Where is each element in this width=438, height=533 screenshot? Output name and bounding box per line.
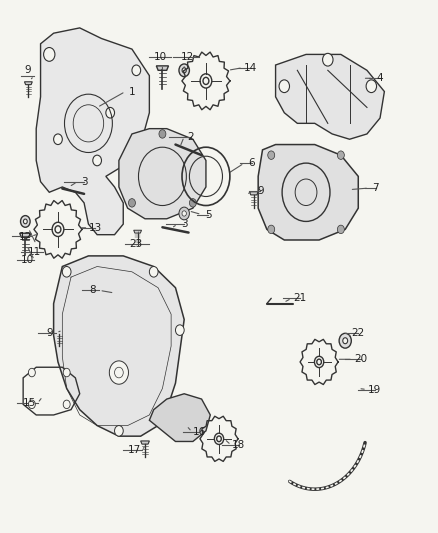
Text: 9: 9	[24, 66, 31, 75]
Circle shape	[23, 219, 27, 224]
Circle shape	[28, 368, 35, 377]
Circle shape	[268, 151, 275, 159]
Text: 10: 10	[21, 255, 34, 265]
Circle shape	[93, 155, 102, 166]
Circle shape	[179, 64, 189, 77]
Circle shape	[115, 425, 123, 436]
Polygon shape	[20, 233, 31, 237]
Circle shape	[189, 199, 196, 207]
Circle shape	[128, 199, 135, 207]
Circle shape	[339, 333, 351, 348]
Polygon shape	[258, 144, 358, 240]
Polygon shape	[119, 128, 206, 219]
Circle shape	[63, 400, 70, 409]
Circle shape	[63, 368, 70, 377]
Text: 12: 12	[19, 232, 32, 243]
Circle shape	[21, 216, 30, 227]
Text: 11: 11	[28, 247, 41, 257]
Text: 14: 14	[244, 63, 258, 72]
Circle shape	[132, 65, 141, 76]
Circle shape	[279, 80, 290, 93]
Polygon shape	[276, 54, 385, 139]
Text: 2: 2	[187, 132, 194, 142]
Text: 7: 7	[372, 183, 379, 193]
Circle shape	[115, 367, 123, 378]
Text: 21: 21	[293, 293, 306, 303]
Text: 6: 6	[248, 158, 255, 168]
Polygon shape	[141, 441, 149, 444]
Text: 4: 4	[377, 73, 383, 83]
Polygon shape	[250, 192, 258, 195]
Circle shape	[149, 266, 158, 277]
Text: 12: 12	[181, 52, 194, 61]
Text: 3: 3	[81, 176, 88, 187]
Circle shape	[337, 225, 344, 233]
Polygon shape	[134, 230, 141, 233]
Text: 22: 22	[352, 328, 365, 338]
Text: 9: 9	[46, 328, 53, 338]
Circle shape	[182, 68, 186, 73]
Polygon shape	[53, 256, 184, 436]
Circle shape	[268, 225, 275, 233]
Circle shape	[62, 266, 71, 277]
Polygon shape	[149, 394, 210, 441]
Circle shape	[337, 151, 344, 159]
Text: 15: 15	[23, 398, 36, 408]
Text: 10: 10	[154, 52, 167, 62]
Text: 17: 17	[127, 446, 141, 456]
Text: 8: 8	[89, 285, 96, 295]
Polygon shape	[156, 66, 169, 70]
Polygon shape	[36, 28, 149, 235]
Polygon shape	[55, 331, 63, 334]
Circle shape	[53, 134, 62, 144]
Circle shape	[322, 53, 333, 66]
Text: 13: 13	[88, 223, 102, 233]
Circle shape	[366, 80, 377, 93]
Circle shape	[159, 130, 166, 138]
Circle shape	[179, 207, 189, 220]
Text: 16: 16	[193, 427, 206, 437]
Text: 3: 3	[181, 219, 187, 229]
Circle shape	[106, 108, 115, 118]
Polygon shape	[25, 82, 32, 85]
Text: 19: 19	[368, 384, 381, 394]
Circle shape	[343, 338, 348, 344]
Text: 5: 5	[205, 209, 212, 220]
Text: 1: 1	[129, 86, 135, 96]
Text: 18: 18	[232, 440, 245, 450]
Circle shape	[176, 325, 184, 335]
Text: 23: 23	[130, 239, 143, 249]
Text: 9: 9	[257, 185, 264, 196]
Circle shape	[44, 47, 55, 61]
Circle shape	[28, 400, 35, 409]
Circle shape	[110, 361, 128, 384]
Circle shape	[182, 211, 186, 216]
Text: 20: 20	[354, 354, 367, 364]
